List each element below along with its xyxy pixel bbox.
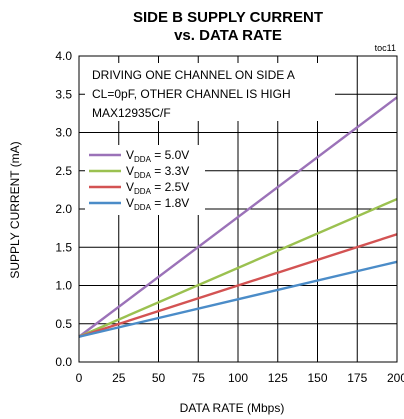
legend-label: VDDA = 3.3V (126, 164, 189, 180)
y-tick-label: 4.0 (55, 49, 72, 63)
y-tick-label: 3.0 (55, 126, 72, 140)
series-lines (78, 96, 398, 338)
series-line (78, 96, 398, 338)
tick-labels: 0 25 50 75 100 125 150 175 200 0.0 0.5 1.0 1.5 2.0 2.5… (55, 49, 404, 385)
x-axis-label: DATA RATE (Mbps) (180, 401, 285, 415)
y-tick-label: 1.0 (55, 279, 72, 293)
y-tick-label: 1.5 (55, 240, 72, 254)
series-line (78, 197, 398, 338)
y-tick-label: 0.0 (55, 355, 72, 369)
y-axis-label: SUPPLY CURRENT (mA) (8, 141, 22, 278)
y-tick-label: 0.5 (55, 317, 72, 331)
plot-frame (78, 55, 398, 363)
chart-title-line1: SIDE B SUPPLY CURRENT (133, 9, 323, 26)
y-tick-label: 2.0 (55, 202, 72, 216)
annotation-line-1: DRIVING ONE CHANNEL ON SIDE A (92, 68, 295, 82)
x-tick-label: 200 (387, 371, 404, 385)
x-tick-label: 50 (152, 371, 166, 385)
x-tick-label: 25 (112, 371, 126, 385)
y-tick-label: 2.5 (55, 164, 72, 178)
legend-label: VDDA = 1.8V (126, 196, 189, 212)
chart-title-line2: vs. DATA RATE (174, 27, 282, 44)
y-tick-label: 3.5 (55, 87, 72, 101)
x-tick-label: 0 (76, 371, 83, 385)
series-line (78, 260, 398, 338)
x-tick-label: 75 (192, 371, 206, 385)
x-tick-label: 175 (347, 371, 367, 385)
legend-label: VDDA = 2.5V (126, 180, 189, 196)
annotation-line-2: CL=0pF, OTHER CHANNEL IS HIGH (92, 87, 291, 101)
figure-code: toc11 (375, 43, 396, 53)
x-tick-label: 100 (228, 371, 248, 385)
series-line (78, 233, 398, 338)
legend-label: VDDA = 5.0V (126, 148, 189, 164)
annotation-line-3: MAX12935C/F (92, 106, 171, 120)
annotation-background (85, 63, 335, 121)
x-tick-label: 150 (307, 371, 327, 385)
x-tick-label: 125 (268, 371, 288, 385)
